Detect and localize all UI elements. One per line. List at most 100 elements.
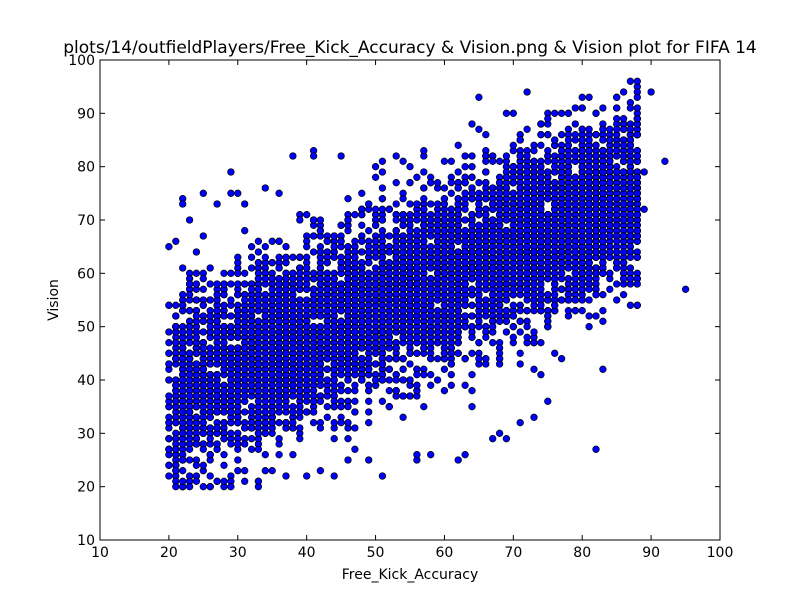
data-point [330, 435, 338, 443]
data-point [254, 429, 263, 437]
data-point [564, 253, 573, 261]
data-point [192, 461, 201, 469]
data-point [206, 264, 214, 272]
data-point [282, 403, 290, 411]
data-point [371, 173, 380, 181]
data-point [495, 179, 504, 187]
data-point [433, 355, 442, 363]
data-point [282, 243, 290, 251]
data-point [544, 184, 552, 192]
data-point [241, 477, 249, 485]
data-point [206, 472, 214, 480]
data-point [454, 168, 462, 176]
data-point [213, 440, 221, 448]
data-point [365, 280, 373, 288]
data-point [344, 307, 352, 315]
data-point [351, 424, 359, 432]
data-point [268, 371, 276, 379]
data-point [172, 312, 180, 320]
data-point [351, 307, 359, 315]
data-point [220, 461, 228, 469]
data-point [185, 456, 194, 464]
data-point [316, 339, 325, 347]
data-point [234, 456, 242, 464]
data-point [282, 419, 290, 427]
data-point [247, 243, 256, 251]
data-point [406, 179, 414, 187]
data-point [413, 211, 421, 219]
data-point [344, 403, 352, 411]
data-point [613, 248, 621, 256]
data-point [254, 248, 263, 256]
data-point [227, 269, 235, 277]
data-point [461, 152, 469, 160]
data-point [268, 237, 276, 245]
data-point [371, 205, 380, 213]
data-point [599, 317, 607, 325]
data-point [351, 397, 359, 405]
data-point [613, 296, 621, 304]
data-point [220, 477, 228, 485]
data-point [172, 483, 180, 491]
data-point [199, 344, 207, 352]
data-point [537, 163, 545, 171]
data-point [440, 387, 449, 395]
data-point [296, 435, 304, 443]
data-point [447, 157, 455, 165]
chart-title: plots/14/outfieldPlayers/Free_Kick_Accur… [63, 38, 756, 58]
data-point [289, 451, 297, 459]
data-point [344, 387, 352, 395]
data-point [489, 157, 497, 165]
data-point [365, 381, 373, 389]
data-point [365, 227, 373, 235]
data-point [427, 232, 435, 240]
data-point [585, 125, 593, 133]
data-point [509, 269, 517, 277]
data-point [427, 371, 435, 379]
data-point [192, 349, 201, 357]
data-point [489, 339, 497, 347]
data-point [447, 381, 455, 389]
data-point [468, 163, 476, 171]
data-point [523, 323, 531, 331]
data-point [220, 419, 228, 427]
data-point [544, 195, 552, 203]
data-point [447, 307, 455, 315]
data-point [516, 317, 524, 325]
data-point [392, 275, 400, 283]
data-point [323, 275, 331, 283]
data-point [199, 301, 207, 309]
data-point [289, 301, 297, 309]
data-point [247, 264, 256, 272]
data-point [337, 419, 345, 427]
data-point [309, 408, 318, 416]
data-point [309, 232, 318, 240]
data-point [523, 243, 531, 251]
data-point [275, 419, 283, 427]
data-point [371, 264, 380, 272]
data-point [447, 371, 455, 379]
data-point [495, 232, 504, 240]
data-point [234, 253, 242, 261]
data-point [454, 328, 462, 336]
data-point [296, 371, 304, 379]
data-point [420, 168, 428, 176]
data-point [482, 211, 490, 219]
data-point [165, 339, 173, 347]
data-point [185, 339, 194, 347]
data-point [247, 408, 256, 416]
data-point [316, 296, 325, 304]
data-point [227, 312, 235, 320]
data-point [358, 317, 366, 325]
data-point [192, 403, 201, 411]
data-point [502, 328, 511, 336]
data-point [619, 88, 628, 96]
data-point [185, 307, 194, 315]
data-point [599, 291, 607, 299]
data-point [371, 163, 380, 171]
data-point [385, 339, 393, 347]
data-point [234, 291, 242, 299]
data-point [172, 301, 180, 309]
data-point [578, 269, 586, 277]
